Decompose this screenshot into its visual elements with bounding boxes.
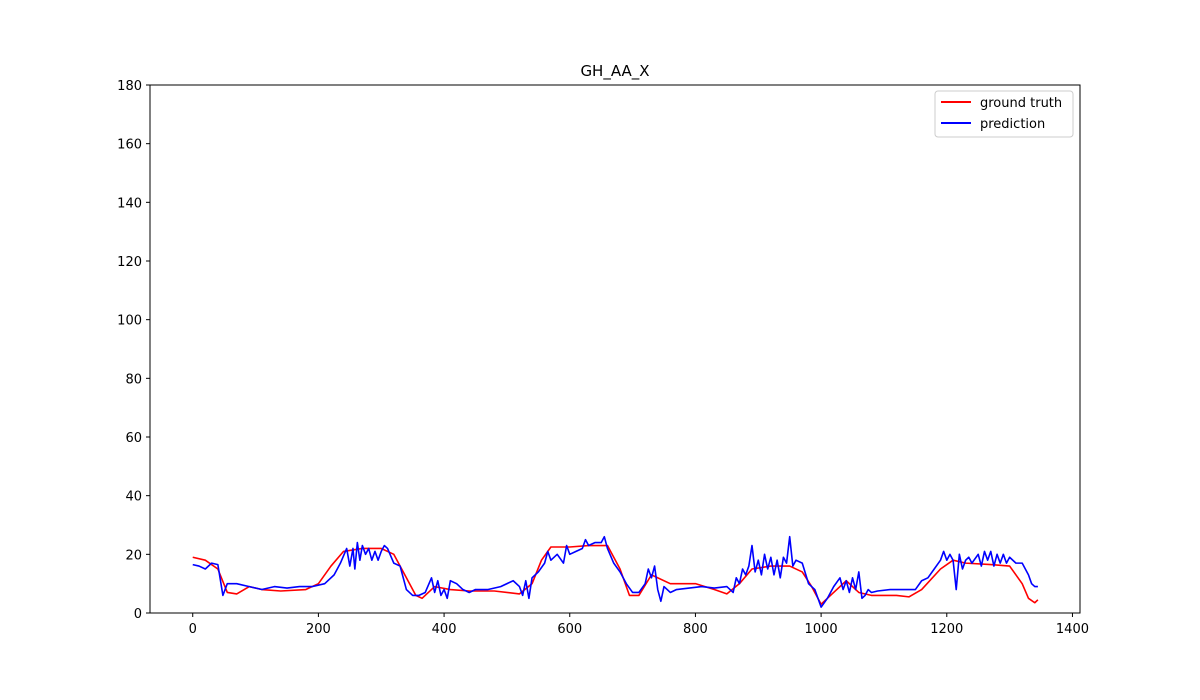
x-tick-label: 800 <box>683 622 708 637</box>
y-tick-label: 40 <box>125 490 142 505</box>
x-tick-label: 1400 <box>1056 622 1089 637</box>
series-line-prediction <box>192 535 1038 608</box>
y-axis: 0 20 40 60 80 100 120 140 160 180 <box>117 79 150 622</box>
y-tick-label: 100 <box>117 314 142 329</box>
y-tick-label: 180 <box>117 79 142 94</box>
x-tick-label: 200 <box>306 622 331 637</box>
x-tick-label: 400 <box>432 622 457 637</box>
legend-label-prediction: prediction <box>980 117 1045 132</box>
y-tick-label: 80 <box>125 372 142 387</box>
legend-label-ground-truth: ground truth <box>980 96 1062 111</box>
series-layer <box>192 535 1039 608</box>
y-tick-label: 20 <box>125 548 142 563</box>
x-tick-label: 600 <box>557 622 582 637</box>
x-tick-label: 0 <box>189 622 197 637</box>
y-tick-label: 60 <box>125 431 142 446</box>
plot-frame <box>149 84 1081 614</box>
legend: ground truth prediction <box>934 90 1074 138</box>
x-axis: 0 200 400 600 800 1000 1200 1400 <box>189 613 1089 637</box>
y-tick-label: 160 <box>117 138 142 153</box>
y-tick-label: 0 <box>134 607 142 622</box>
chart-title: GH_AA_X <box>580 62 649 81</box>
x-tick-label: 1200 <box>930 622 963 637</box>
x-tick-label: 1000 <box>805 622 838 637</box>
y-tick-label: 120 <box>117 255 142 270</box>
y-tick-label: 140 <box>117 196 142 211</box>
